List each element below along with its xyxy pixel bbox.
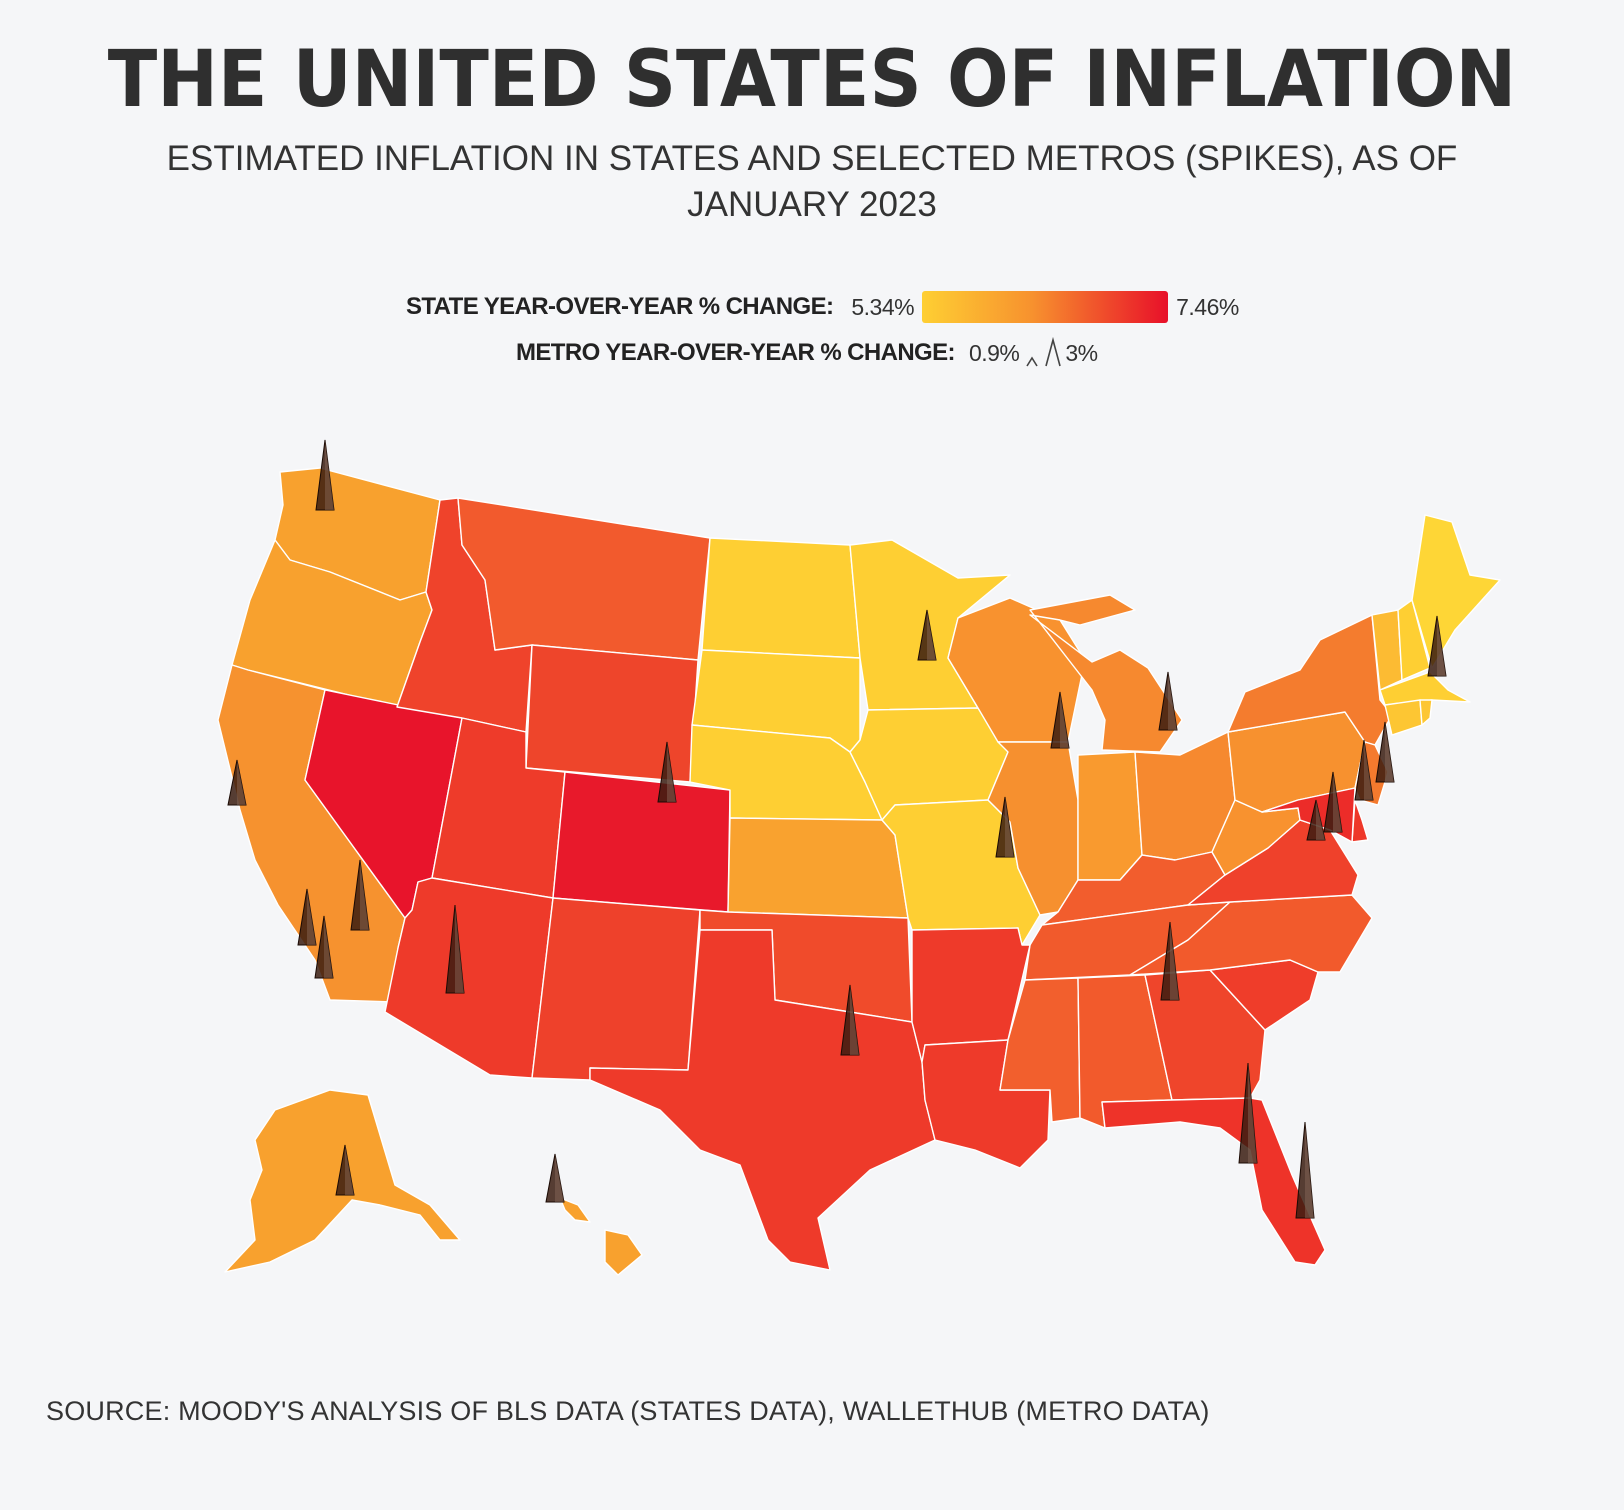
metro-legend-label: METRO YEAR-OVER-YEAR % CHANGE: bbox=[516, 339, 956, 366]
metro-spike bbox=[545, 1153, 565, 1203]
state-connecticut bbox=[1384, 699, 1423, 736]
state-hawaii-islands bbox=[559, 1197, 591, 1223]
metro-spike-shade bbox=[324, 916, 333, 978]
state-michigan bbox=[1029, 594, 1183, 753]
state-legend-max: 7.46% bbox=[1176, 293, 1239, 320]
metro-spike-shade bbox=[1248, 1063, 1257, 1163]
metro-spike-shade bbox=[307, 889, 316, 945]
state-colorado bbox=[552, 771, 731, 913]
metro-spike bbox=[1050, 691, 1070, 749]
map-title: THE UNITED STATES OF INFLATION bbox=[107, 35, 1517, 125]
metro-spike-shade bbox=[555, 1154, 564, 1202]
metro-spike-shade bbox=[1437, 616, 1446, 676]
state-indiana bbox=[1077, 751, 1143, 881]
metro-legend: METRO YEAR-OVER-YEAR % CHANGE: 0.9% 3% bbox=[516, 336, 1098, 370]
metro-spike bbox=[1160, 921, 1180, 1001]
state-hawaii bbox=[604, 1229, 643, 1276]
metro-spike bbox=[1295, 1121, 1315, 1219]
metro-spike-shade bbox=[237, 760, 246, 805]
metro-spike-shade bbox=[1364, 740, 1373, 800]
metro-spike bbox=[657, 741, 677, 803]
metro-spike-shade bbox=[345, 1145, 354, 1195]
metro-spike bbox=[297, 888, 317, 946]
metro-spike bbox=[445, 904, 465, 994]
state-legend-gradient bbox=[922, 291, 1169, 323]
metro-spikes-layer bbox=[227, 439, 1447, 1219]
state-new-mexico bbox=[531, 897, 701, 1081]
state-legend: STATE YEAR-OVER-YEAR % CHANGE: 5.34% 7.4… bbox=[406, 290, 1239, 324]
metro-spike-shade bbox=[1305, 1122, 1314, 1218]
metro-legend-min: 0.9% bbox=[968, 339, 1020, 366]
state-legend-label: STATE YEAR-OVER-YEAR % CHANGE: bbox=[406, 293, 834, 320]
metro-spike-shade bbox=[325, 440, 334, 510]
state-wyoming bbox=[525, 644, 699, 783]
metro-spike bbox=[1375, 721, 1395, 783]
metro-spike bbox=[335, 1144, 355, 1196]
state-florida bbox=[1101, 1097, 1326, 1266]
metro-spike-shade bbox=[1316, 800, 1325, 840]
state-rhode-island bbox=[1419, 699, 1433, 726]
metro-spike bbox=[1427, 615, 1447, 677]
metro-spike-shade bbox=[667, 742, 676, 802]
metro-spike-shade bbox=[850, 985, 859, 1055]
metro-spike-shade bbox=[1060, 692, 1069, 748]
metro-spike-shade bbox=[455, 905, 464, 993]
metro-legend-spike-icon bbox=[1026, 336, 1062, 367]
metro-spike-shade bbox=[1385, 722, 1394, 782]
state-legend-min: 5.34% bbox=[851, 293, 915, 320]
metro-spike bbox=[1238, 1062, 1258, 1164]
metro-spike bbox=[1354, 739, 1374, 801]
metro-spike bbox=[227, 759, 247, 806]
metro-spike bbox=[314, 915, 334, 979]
source-note: SOURCE: MOODY'S ANALYSIS OF BLS DATA (ST… bbox=[46, 1396, 1210, 1426]
metro-spike-shade bbox=[1005, 797, 1014, 857]
metro-spike bbox=[315, 439, 335, 511]
state-montana bbox=[457, 497, 711, 661]
metro-spike bbox=[1323, 771, 1343, 833]
metro-spike bbox=[1158, 671, 1178, 731]
metro-spike-shade bbox=[1168, 672, 1177, 730]
metro-spike-shade bbox=[1170, 922, 1179, 1000]
state-kansas bbox=[727, 817, 909, 919]
state-north-dakota bbox=[701, 537, 861, 659]
state-illinois bbox=[987, 741, 1079, 916]
metro-spike-shade bbox=[1333, 772, 1342, 832]
metro-spike bbox=[1306, 799, 1326, 841]
metro-legend-max: 3% bbox=[1065, 339, 1098, 366]
map-subtitle: ESTIMATED INFLATION IN STATES AND SELECT… bbox=[166, 139, 1458, 224]
metro-spike bbox=[917, 609, 937, 661]
metro-spike-shade bbox=[927, 610, 936, 660]
state-maine bbox=[1411, 514, 1501, 669]
metro-spike-shade bbox=[360, 860, 369, 930]
metro-spike bbox=[995, 796, 1015, 858]
metro-spike bbox=[350, 859, 370, 931]
metro-spike bbox=[840, 984, 860, 1056]
